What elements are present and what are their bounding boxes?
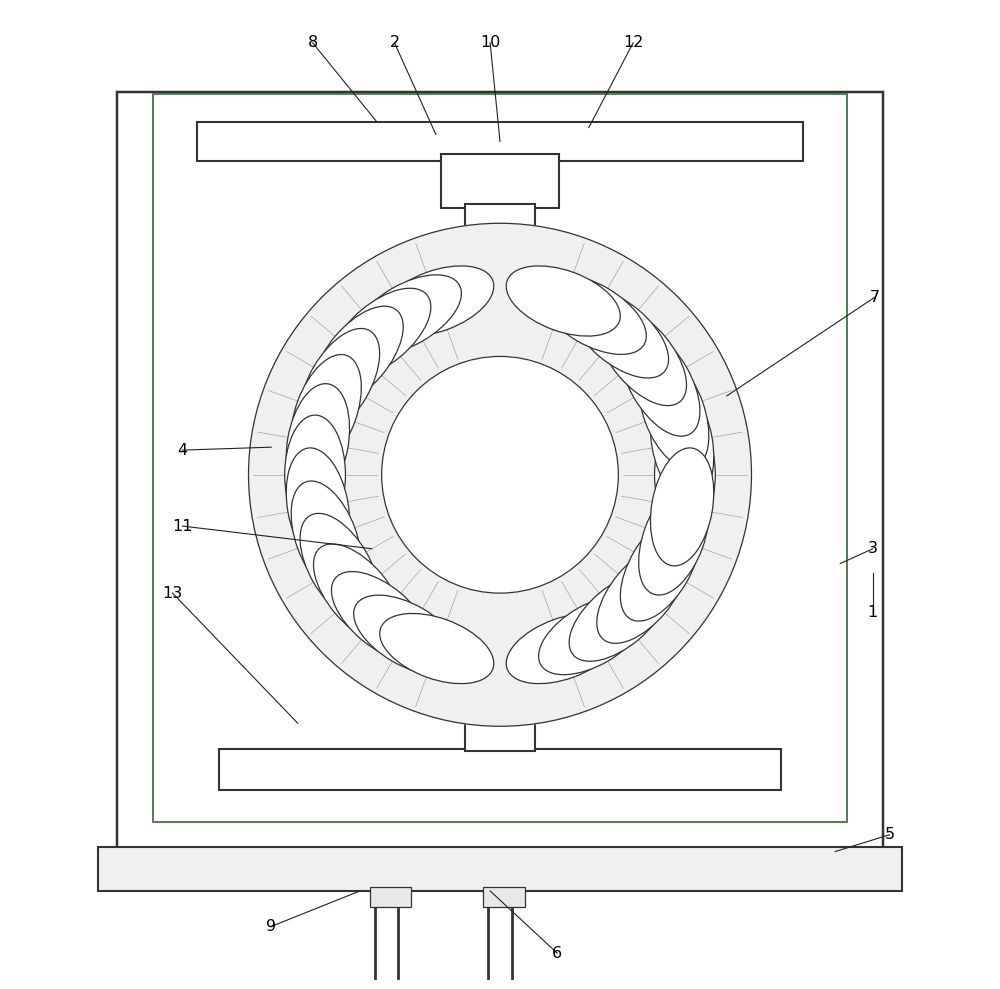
Text: 10: 10 <box>480 36 500 50</box>
Bar <box>370 887 411 907</box>
Text: 3: 3 <box>868 541 878 556</box>
Bar <box>449 326 551 356</box>
Bar <box>153 94 847 822</box>
Ellipse shape <box>650 448 714 566</box>
Ellipse shape <box>539 595 646 674</box>
Ellipse shape <box>569 572 669 662</box>
Bar <box>441 154 559 209</box>
Text: 1: 1 <box>868 605 878 620</box>
Text: 7: 7 <box>870 290 880 305</box>
Text: 11: 11 <box>172 518 193 533</box>
Circle shape <box>249 224 751 726</box>
Bar <box>465 351 535 603</box>
Ellipse shape <box>291 354 361 469</box>
Text: 6: 6 <box>552 945 562 960</box>
Text: 4: 4 <box>177 443 187 458</box>
Ellipse shape <box>286 384 350 501</box>
Ellipse shape <box>506 266 620 336</box>
Ellipse shape <box>286 448 350 566</box>
Text: 9: 9 <box>266 919 276 934</box>
Text: 5: 5 <box>884 827 895 843</box>
Ellipse shape <box>639 481 709 595</box>
Text: 2: 2 <box>389 36 400 50</box>
Ellipse shape <box>291 481 361 595</box>
Bar <box>483 887 525 907</box>
Ellipse shape <box>313 544 403 643</box>
Bar <box>117 92 883 852</box>
Text: 12: 12 <box>623 36 643 50</box>
Bar <box>197 122 803 161</box>
Bar <box>465 631 535 751</box>
Circle shape <box>382 356 618 593</box>
Ellipse shape <box>506 613 620 683</box>
Ellipse shape <box>539 275 646 354</box>
Bar <box>219 749 781 790</box>
Bar <box>465 204 535 336</box>
Text: 13: 13 <box>162 585 183 600</box>
Ellipse shape <box>650 384 714 501</box>
Ellipse shape <box>354 275 461 354</box>
Ellipse shape <box>380 613 494 683</box>
Bar <box>98 847 902 891</box>
Ellipse shape <box>597 544 687 643</box>
Ellipse shape <box>313 307 403 405</box>
Ellipse shape <box>300 513 380 621</box>
Text: 8: 8 <box>307 36 318 50</box>
Bar <box>449 600 551 633</box>
Ellipse shape <box>639 354 709 469</box>
Ellipse shape <box>300 328 380 436</box>
Ellipse shape <box>285 415 345 534</box>
Ellipse shape <box>569 288 669 378</box>
Ellipse shape <box>380 266 494 336</box>
Ellipse shape <box>620 328 700 436</box>
Ellipse shape <box>331 288 431 378</box>
Ellipse shape <box>655 415 715 534</box>
Ellipse shape <box>331 572 431 662</box>
Ellipse shape <box>597 307 687 405</box>
Ellipse shape <box>620 513 700 621</box>
Ellipse shape <box>354 595 461 674</box>
